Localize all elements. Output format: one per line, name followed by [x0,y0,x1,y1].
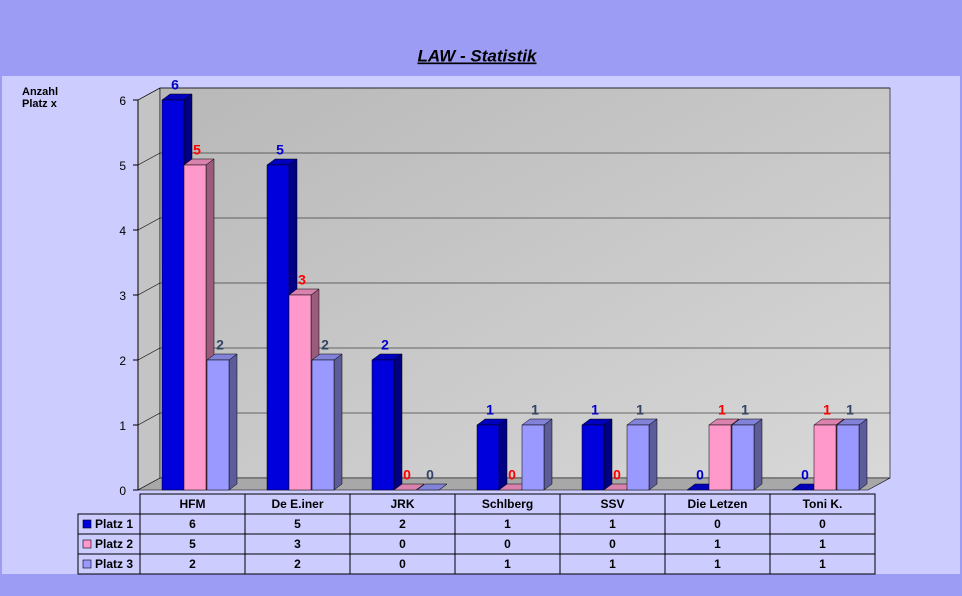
bar-side [543,418,553,491]
table-value: 5 [189,537,196,551]
bar-top [393,483,425,491]
table-value: 5 [294,517,301,531]
value-label: 0 [696,467,704,483]
x-tick-label: Schlberg [482,497,533,511]
value-label: 1 [531,402,539,418]
table-value: 0 [819,517,826,531]
grid-line [137,412,161,426]
bar [183,164,207,491]
grid-line [137,152,161,166]
x-tick-label: SSV [600,497,624,511]
chart-title: LAW - Statistik [417,46,538,65]
bar [813,424,837,491]
y-tick-label: 0 [119,484,126,498]
bar [581,424,605,491]
table-value: 1 [714,537,721,551]
bar-side [333,353,343,491]
table-value: 0 [609,537,616,551]
bar [161,99,185,491]
table-value: 2 [294,557,301,571]
table-value: 2 [189,557,196,571]
grid-line [137,87,161,101]
table-value: 2 [399,517,406,531]
y-tick-label: 5 [119,159,126,173]
table-value: 1 [819,557,826,571]
bar-side [858,418,868,491]
value-label: 2 [216,337,224,353]
bar-side [603,418,613,491]
bar [476,424,500,491]
value-label: 0 [801,467,809,483]
table-value: 6 [189,517,196,531]
value-label: 1 [823,402,831,418]
value-label: 3 [298,272,306,288]
bar-top [416,483,448,491]
legend-label: Platz 3 [95,557,133,571]
bar-side [648,418,658,491]
x-tick-label: HFM [180,497,206,511]
value-label: 2 [381,337,389,353]
value-label: 5 [193,142,201,158]
y-tick-label: 6 [119,94,126,108]
table-value: 1 [714,557,721,571]
value-label: 1 [636,402,644,418]
y-axis-title: Anzahl Platz x [22,86,59,110]
table-value: 3 [294,537,301,551]
bar [626,424,650,491]
table-value: 1 [609,517,616,531]
x-tick-label: Die Letzen [687,497,747,511]
bar [371,359,395,491]
table-value: 0 [504,537,511,551]
bar [708,424,732,491]
y-tick-label: 2 [119,354,126,368]
bar-side [393,353,403,491]
legend-key [82,539,92,549]
table-value: 1 [819,537,826,551]
grid-line [137,347,161,361]
bar [206,359,230,491]
grid-line [137,282,161,296]
value-label: 0 [508,467,516,483]
value-label: 1 [591,402,599,418]
table-body [77,513,876,575]
bar [288,294,312,491]
table-value: 0 [714,517,721,531]
legend-key [82,519,92,529]
table-value: 1 [504,517,511,531]
value-label: 1 [741,402,749,418]
bar-side [498,418,508,491]
value-label: 0 [403,467,411,483]
y-tick-label: 3 [119,289,126,303]
value-label: 1 [846,402,854,418]
x-tick-label: JRK [390,497,414,511]
value-label: 5 [276,142,284,158]
bar [311,359,335,491]
table-value: 1 [504,557,511,571]
table-value: 0 [399,557,406,571]
value-label: 0 [613,467,621,483]
bar [836,424,860,491]
y-tick-label: 4 [119,224,126,238]
bar [731,424,755,491]
value-label: 1 [486,402,494,418]
bar [266,164,290,491]
y-tick-label: 1 [119,419,126,433]
x-tick-label: Toni K. [803,497,843,511]
grid-line [137,217,161,231]
value-label: 0 [426,467,434,483]
value-label: 1 [718,402,726,418]
legend-label: Platz 1 [95,517,133,531]
table-value: 0 [399,537,406,551]
bar [521,424,545,491]
legend-key [82,559,92,569]
value-label: 6 [171,77,179,93]
bar-side [753,418,763,491]
value-label: 2 [321,337,329,353]
table-value: 1 [609,557,616,571]
legend-label: Platz 2 [95,537,133,551]
bar-side [228,353,238,491]
x-tick-label: De E.iner [271,497,323,511]
